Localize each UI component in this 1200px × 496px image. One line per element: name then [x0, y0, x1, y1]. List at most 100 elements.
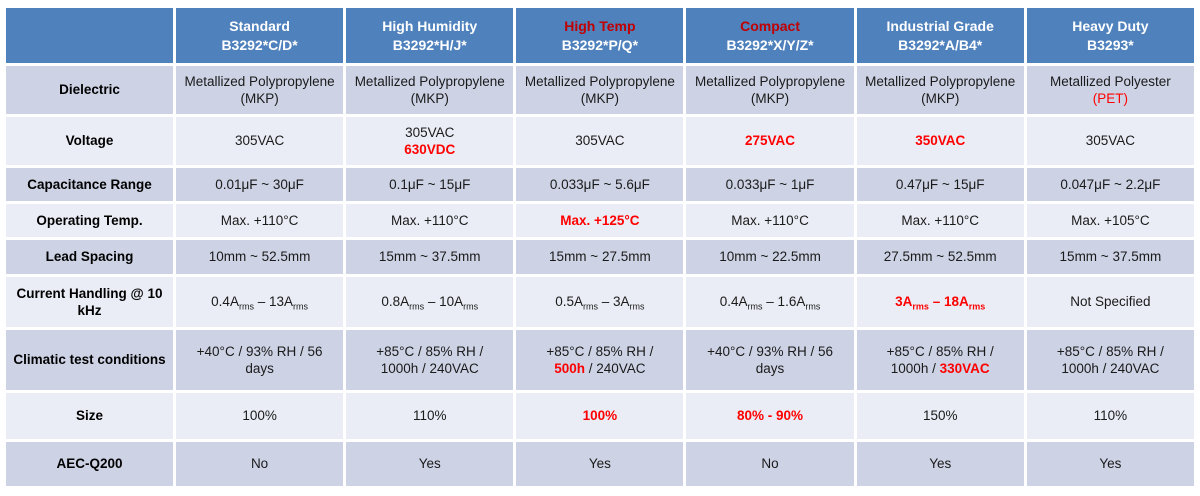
- text-run: Max. +110°C: [731, 212, 809, 228]
- cell-capacitance-range-col3: 0.033μF ~ 5.6μF: [516, 168, 684, 201]
- column-title: Industrial Grade: [886, 17, 994, 34]
- capacitor-series-comparison-table: Standard B3292*C/D* High Humidity B3292*H/J…: [3, 5, 1197, 489]
- cell-climatic-test-conditions-col6: +85°C / 85% RH / 1000h / 240VAC: [1026, 330, 1194, 390]
- text-run: 1000h / 240VAC: [380, 361, 479, 376]
- text-run: rms: [805, 301, 821, 312]
- text-run: 350VAC: [915, 133, 966, 149]
- column-series-code: B3292*H/J*: [392, 36, 467, 53]
- table-body: Dielectric Metallized Polypropylene (MKP)…: [6, 66, 1194, 486]
- cell-current-handling-10-khz-col4: 0.4Arms – 1.6Arms: [686, 277, 854, 327]
- cell-aec-q200-col5: Yes: [856, 442, 1024, 486]
- cell-voltage-col1: 305VAC: [176, 117, 344, 165]
- cell-operating-temp-col2: Max. +110°C: [346, 204, 514, 237]
- text-run: rms: [968, 301, 986, 312]
- header-row: Standard B3292*C/D* High Humidity B3292*H/J…: [6, 8, 1194, 63]
- text-run: – 18A: [928, 293, 969, 309]
- cell-lead-spacing-col6: 15mm ~ 37.5mm: [1026, 240, 1194, 274]
- cell-operating-temp-col4: Max. +110°C: [686, 204, 854, 237]
- column-title: Heavy Duty: [1072, 17, 1149, 34]
- row-lead-spacing: Lead Spacing 10mm ~ 52.5mm 15mm ~ 37.5mm 15…: [6, 240, 1194, 274]
- text-run: 10mm ~ 52.5mm: [208, 249, 311, 265]
- cell-lead-spacing-col3: 15mm ~ 27.5mm: [516, 240, 684, 274]
- row-dielectric: Dielectric Metallized Polypropylene (MKP)…: [6, 66, 1194, 114]
- cell-capacitance-range-col4: 0.033μF ~ 1μF: [686, 168, 854, 201]
- text-run: 305VAC: [405, 124, 455, 140]
- text-run: (PET): [1092, 91, 1129, 106]
- text-run: 100%: [242, 408, 277, 424]
- text-run: +85°C / 85% RH /: [546, 343, 654, 359]
- text-run: +40°C / 93% RH / 56: [707, 343, 833, 359]
- text-run: +40°C / 93% RH / 56: [196, 343, 323, 359]
- column-series-code: B3292*A/B4*: [898, 36, 983, 53]
- text-run: Not Specified: [1070, 294, 1151, 310]
- column-title: High Humidity: [382, 17, 478, 34]
- cell-dielectric-col6: Metallized Polyester (PET): [1026, 66, 1194, 114]
- cell-size-col5: 150%: [856, 393, 1024, 439]
- text-run: +85°C / 85% RH /: [886, 343, 994, 359]
- cell-operating-temp-col6: Max. +105°C: [1026, 204, 1194, 237]
- row-capacitance-range: Capacitance Range 0.01μF ~ 30μF 0.1μF ~ 15…: [6, 168, 1194, 201]
- row-climatic-test-conditions: Climatic test conditions +40°C / 93% RH /…: [6, 330, 1194, 390]
- cell-voltage-col4: 275VAC: [686, 117, 854, 165]
- cell-climatic-test-conditions-col5: +85°C / 85% RH / 1000h / 330VAC: [856, 330, 1024, 390]
- text-run: 0.033μF ~ 5.6μF: [549, 176, 650, 192]
- row-label: Dielectric: [6, 66, 173, 114]
- cell-dielectric-col1: Metallized Polypropylene (MKP): [176, 66, 344, 114]
- corner-cell: [6, 8, 173, 63]
- cell-voltage-col2: 305VAC 630VDC: [346, 117, 514, 165]
- column-series-code: B3292*X/Y/Z*: [726, 36, 814, 53]
- cell-lead-spacing-col4: 10mm ~ 22.5mm: [686, 240, 854, 274]
- text-run: Yes: [1099, 456, 1122, 472]
- row-label: Voltage: [6, 117, 173, 165]
- text-run: Max. +125°C: [560, 212, 640, 228]
- cell-operating-temp-col1: Max. +110°C: [176, 204, 344, 237]
- text-run: – 10A: [424, 293, 464, 309]
- text-run: rms: [629, 301, 645, 312]
- text-run: – 13A: [253, 293, 293, 309]
- text-run: 0.4A: [211, 293, 239, 309]
- text-run: rms: [409, 301, 425, 312]
- text-run: 0.01μF ~ 30μF: [215, 176, 304, 192]
- row-label: Lead Spacing: [6, 240, 173, 274]
- cell-voltage-col5: 350VAC: [856, 117, 1024, 165]
- text-run: 0.1μF ~ 15μF: [389, 176, 471, 192]
- text-run: 27.5mm ~ 52.5mm: [883, 249, 997, 265]
- row-label: Climatic test conditions: [6, 330, 173, 390]
- text-run: 630VDC: [404, 142, 456, 157]
- cell-dielectric-col4: Metallized Polypropylene (MKP): [686, 66, 854, 114]
- cell-aec-q200-col2: Yes: [346, 442, 514, 486]
- cell-current-handling-10-khz-col2: 0.8Arms – 10Arms: [346, 277, 514, 327]
- column-title: Standard: [229, 17, 290, 34]
- cell-capacitance-range-col2: 0.1μF ~ 15μF: [346, 168, 514, 201]
- cell-aec-q200-col6: Yes: [1026, 442, 1194, 486]
- row-label: Capacitance Range: [6, 168, 173, 201]
- text-run: Metallized Polypropylene (MKP): [695, 73, 846, 106]
- text-run: 0.5A: [555, 293, 584, 309]
- cell-current-handling-10-khz-col1: 0.4Arms – 13Arms: [176, 277, 344, 327]
- column-header-heavy-duty: Heavy Duty B3293*: [1026, 8, 1194, 63]
- row-operating-temp: Operating Temp. Max. +110°C Max. +110°C Max…: [6, 204, 1194, 237]
- text-run: 305VAC: [1085, 133, 1136, 149]
- cell-size-col6: 110%: [1026, 393, 1194, 439]
- text-run: 0.033μF ~ 1μF: [725, 176, 815, 192]
- cell-size-col3: 100%: [516, 393, 684, 439]
- text-run: Metallized Polypropylene (MKP): [865, 73, 1016, 106]
- row-label: Current Handling @ 10 kHz: [6, 277, 173, 327]
- text-run: +85°C / 85% RH /: [376, 343, 484, 359]
- text-run: 1000h /: [890, 361, 940, 376]
- column-series-code: B3292*P/Q*: [561, 36, 639, 53]
- column-series-code: B3292*C/D*: [221, 36, 298, 53]
- cell-capacitance-range-col1: 0.01μF ~ 30μF: [176, 168, 344, 201]
- text-run: Metallized Polypropylene (MKP): [524, 73, 675, 106]
- cell-dielectric-col3: Metallized Polypropylene (MKP): [516, 66, 684, 114]
- row-voltage: Voltage 305VAC 305VAC 630VDC 305VAC 275VAC 350…: [6, 117, 1194, 165]
- cell-climatic-test-conditions-col3: +85°C / 85% RH / 500h / 240VAC: [516, 330, 684, 390]
- cell-aec-q200-col1: No: [176, 442, 344, 486]
- column-title: High Temp: [564, 17, 636, 34]
- text-run: days: [245, 361, 274, 376]
- table-header: Standard B3292*C/D* High Humidity B3292*H/J…: [6, 8, 1194, 63]
- text-run: 10mm ~ 22.5mm: [719, 249, 821, 265]
- cell-size-col2: 110%: [346, 393, 514, 439]
- row-current-handling-10-khz: Current Handling @ 10 kHz 0.4Arms – 13Arm…: [6, 277, 1194, 327]
- text-run: 150%: [922, 408, 958, 424]
